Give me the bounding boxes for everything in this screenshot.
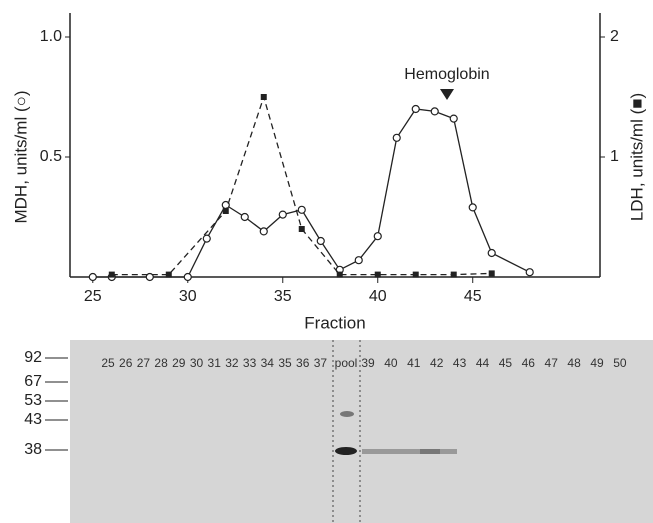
point — [241, 214, 248, 221]
point — [489, 270, 495, 276]
lane-label: 47 — [545, 356, 559, 370]
point — [488, 250, 495, 257]
lane-label: 46 — [522, 356, 536, 370]
marker-label: 38 — [24, 441, 42, 458]
y-tick-label: 1.0 — [40, 28, 62, 45]
lane-label: 28 — [154, 356, 168, 370]
figure: Fraction MDH, units/ml (○) LDH, units/ml… — [0, 0, 653, 523]
lane-label: 25 — [101, 356, 115, 370]
point — [166, 272, 172, 278]
lane-label: 31 — [208, 356, 222, 370]
point — [317, 238, 324, 245]
point — [261, 94, 267, 100]
series-line — [93, 109, 530, 277]
y-tick-label: 0.5 — [40, 148, 62, 165]
point — [469, 204, 476, 211]
lane-label: 39 — [361, 356, 375, 370]
point — [337, 272, 343, 278]
point — [223, 208, 229, 214]
point — [298, 206, 305, 213]
annotation: Hemoglobin — [404, 66, 489, 83]
point — [413, 272, 419, 278]
band — [362, 449, 457, 454]
point — [526, 269, 533, 276]
point — [355, 257, 362, 264]
x-tick-label: 40 — [369, 288, 387, 305]
lane-label: 44 — [476, 356, 490, 370]
point — [374, 233, 381, 240]
point — [375, 272, 381, 278]
point — [89, 274, 96, 281]
point — [451, 272, 457, 278]
y2-tick-label: 1 — [610, 148, 619, 165]
point — [109, 272, 115, 278]
y2-tick-label: 2 — [610, 28, 619, 45]
marker-label: 53 — [24, 392, 42, 409]
lane-label: 40 — [384, 356, 398, 370]
annotation-arrow — [440, 89, 454, 100]
y2-axis-label: LDH, units/ml (■) — [627, 93, 646, 221]
lane-label: 42 — [430, 356, 444, 370]
lane-label: 49 — [590, 356, 604, 370]
lane-label: 37 — [314, 356, 328, 370]
point — [412, 106, 419, 113]
band — [340, 411, 354, 417]
marker-label: 67 — [24, 373, 42, 390]
band — [420, 449, 440, 454]
marker-label: 43 — [24, 411, 42, 428]
lane-label: 45 — [499, 356, 513, 370]
x-axis-label: Fraction — [304, 313, 365, 332]
point — [260, 228, 267, 235]
lane-label: 32 — [225, 356, 239, 370]
x-tick-label: 45 — [464, 288, 482, 305]
lane-label: 26 — [119, 356, 133, 370]
point — [279, 211, 286, 218]
point — [393, 134, 400, 141]
lane-label: 33 — [243, 356, 257, 370]
point — [184, 274, 191, 281]
y-axis-label: MDH, units/ml (○) — [11, 90, 30, 223]
lane-label: 43 — [453, 356, 467, 370]
x-tick-label: 35 — [274, 288, 292, 305]
marker-label: 92 — [24, 349, 42, 366]
point — [431, 108, 438, 115]
point — [203, 235, 210, 242]
lane-label: 30 — [190, 356, 204, 370]
x-tick-label: 30 — [179, 288, 197, 305]
series-line — [112, 97, 492, 275]
band — [335, 447, 357, 455]
lane-label: 35 — [278, 356, 292, 370]
lane-label: 34 — [261, 356, 275, 370]
lane-label: 27 — [137, 356, 151, 370]
lane-label: 48 — [567, 356, 581, 370]
point — [450, 115, 457, 122]
lane-label: 29 — [172, 356, 186, 370]
lane-label: 36 — [296, 356, 310, 370]
lane-label: 50 — [613, 356, 627, 370]
lane-label: pool — [335, 356, 358, 370]
lane-label: 41 — [407, 356, 421, 370]
x-tick-label: 25 — [84, 288, 102, 305]
point — [299, 226, 305, 232]
